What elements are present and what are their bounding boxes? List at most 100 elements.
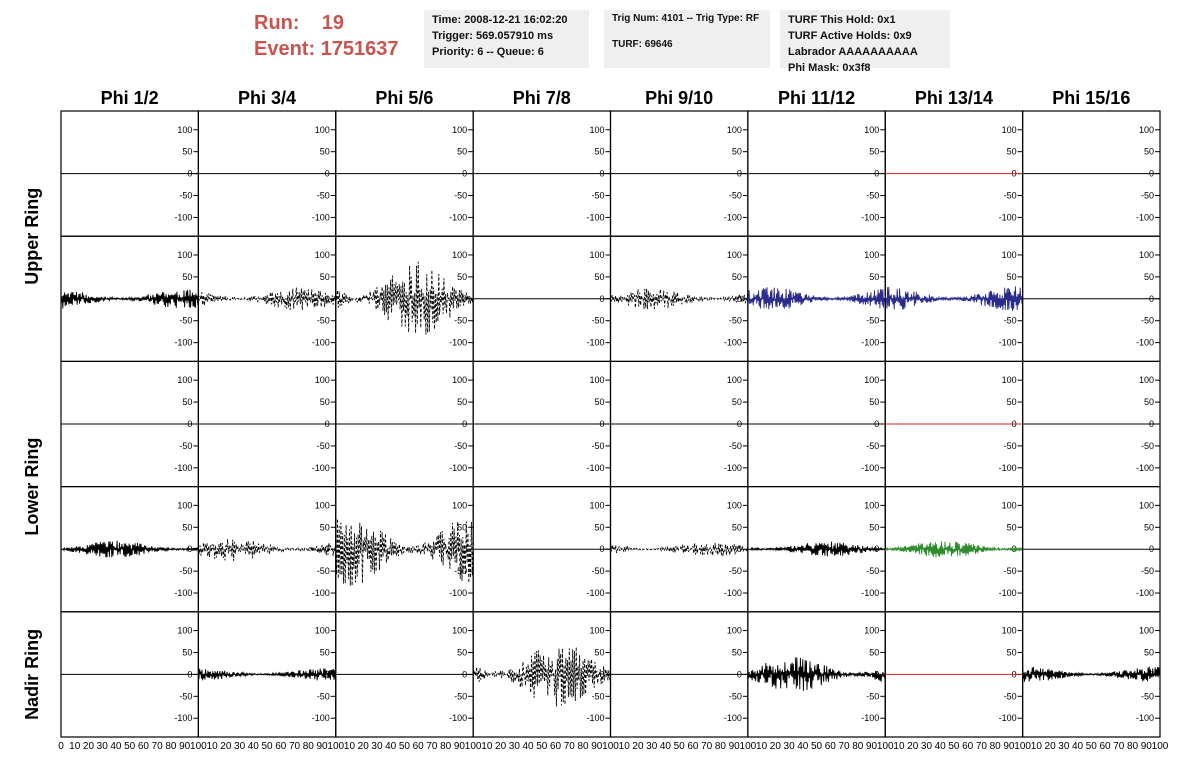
ytick-label: -50: [591, 566, 604, 576]
ytick-label: 100: [864, 626, 879, 636]
xtick-label: 20: [770, 741, 782, 752]
xtick-label: 50: [536, 741, 548, 752]
ytick-label: 50: [732, 147, 742, 157]
ytick-label: 100: [727, 250, 742, 260]
column-header-3: Phi 5/6: [375, 88, 433, 108]
ytick-label: -50: [179, 316, 192, 326]
run-event-header: Run: 19 Event: 1751637: [254, 10, 399, 62]
ytick-label: 50: [457, 522, 467, 532]
ytick-label: 50: [1144, 147, 1154, 157]
ytick-label: -50: [1141, 566, 1154, 576]
ytick-label: -50: [1141, 316, 1154, 326]
ytick-label: 50: [732, 272, 742, 282]
xtick-label: 40: [935, 741, 947, 752]
ytick-label: 100: [727, 626, 742, 636]
xtick-label: 10: [619, 741, 631, 752]
ytick-label: 100: [589, 626, 604, 636]
xtick-label: 0: [58, 741, 64, 752]
xtick-label: 100: [465, 741, 482, 752]
xtick-label: 40: [1072, 741, 1084, 752]
xtick-label: 30: [646, 741, 658, 752]
ytick-label: 50: [320, 397, 330, 407]
xtick-label: 80: [990, 741, 1002, 752]
xtick-label: 60: [138, 741, 150, 752]
ytick-label: 50: [182, 397, 192, 407]
ytick-label: -100: [449, 713, 467, 723]
xtick-label: 20: [220, 741, 232, 752]
xtick-label: 80: [715, 741, 727, 752]
ytick-label: 50: [732, 397, 742, 407]
ytick-label: -100: [586, 338, 604, 348]
ytick-label: -50: [866, 316, 879, 326]
ytick-label: 50: [732, 647, 742, 657]
ytick-label: 50: [1144, 647, 1154, 657]
xtick-label: 80: [303, 741, 315, 752]
ytick-label: -50: [866, 566, 879, 576]
xtick-label: 80: [577, 741, 589, 752]
xtick-label: 100: [190, 741, 207, 752]
panel-r2-c5: -100 -50 0 50 100: [609, 235, 749, 362]
ytick-label: -50: [454, 316, 467, 326]
ytick-label: -100: [1136, 713, 1154, 723]
ytick-label: -50: [591, 316, 604, 326]
ytick-label: -100: [174, 713, 192, 723]
ytick-label: 100: [452, 125, 467, 135]
ytick-label: 100: [177, 125, 192, 135]
ytick-label: -50: [317, 191, 330, 201]
ytick-label: 100: [1139, 375, 1154, 385]
xtick-label: 20: [358, 741, 370, 752]
ytick-label: -50: [317, 691, 330, 701]
xtick-label: 70: [838, 741, 850, 752]
ytick-label: 50: [594, 522, 604, 532]
trigger-text: Trigger: 569.057910 ms: [432, 30, 554, 42]
phi-mask-text: Phi Mask: 0x3f8: [788, 62, 871, 74]
ytick-label: -50: [1141, 691, 1154, 701]
ytick-label: 50: [732, 522, 742, 532]
ytick-label: 100: [452, 250, 467, 260]
xtick-label: 80: [165, 741, 177, 752]
xtick-label: 20: [495, 741, 507, 752]
event-value: 1751637: [320, 38, 399, 60]
ytick-label: -100: [312, 463, 330, 473]
ytick-label: 100: [727, 500, 742, 510]
ytick-label: 50: [320, 272, 330, 282]
xtick-label: 30: [784, 741, 796, 752]
row-label-lower-ring: Lower Ring: [22, 438, 42, 536]
ytick-label: -100: [586, 713, 604, 723]
ytick-label: -100: [724, 212, 742, 222]
waveform-trace: [335, 261, 474, 335]
ytick-label: -100: [312, 713, 330, 723]
ytick-label: -50: [1004, 441, 1017, 451]
waveform-trace: [60, 289, 199, 309]
ytick-label: -50: [1004, 691, 1017, 701]
trig-num-text: Trig Num: 4101 -- Trig Type: RF: [612, 13, 760, 24]
ytick-label: -50: [454, 566, 467, 576]
ytick-label: -100: [724, 338, 742, 348]
waveform-trace: [60, 540, 199, 558]
xtick-label: 20: [632, 741, 644, 752]
xtick-label: 60: [550, 741, 562, 752]
trig-info-box: Trig Num: 4101 -- Trig Type: RF TURF: 69…: [604, 10, 770, 68]
xtick-label: 30: [371, 741, 383, 752]
ytick-label: 50: [1144, 397, 1154, 407]
ytick-label: -50: [729, 566, 742, 576]
ytick-label: -50: [866, 441, 879, 451]
ytick-label: 100: [177, 375, 192, 385]
ytick-label: -100: [1136, 338, 1154, 348]
ytick-label: -50: [1141, 191, 1154, 201]
xtick-label: 20: [1045, 741, 1057, 752]
xtick-label: 40: [110, 741, 122, 752]
xtick-label: 90: [729, 741, 741, 752]
ytick-label: -100: [1136, 463, 1154, 473]
